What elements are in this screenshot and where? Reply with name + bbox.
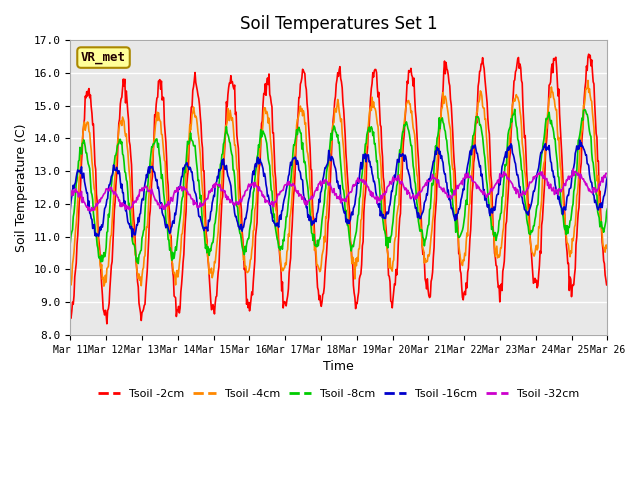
Tsoil -32cm — [405, 190, 413, 196]
Tsoil -8cm — [187, 130, 195, 136]
Tsoil -32cm — [187, 193, 195, 199]
Tsoil -4cm — [100, 283, 108, 289]
Tsoil -4cm — [76, 173, 84, 179]
Tsoil -8cm — [604, 206, 611, 212]
Tsoil -16cm — [405, 170, 413, 176]
Legend: Tsoil -2cm, Tsoil -4cm, Tsoil -8cm, Tsoil -16cm, Tsoil -32cm: Tsoil -2cm, Tsoil -4cm, Tsoil -8cm, Tsoi… — [94, 384, 584, 403]
Tsoil -8cm — [215, 184, 223, 190]
Tsoil -2cm — [187, 117, 195, 123]
Tsoil -16cm — [420, 200, 428, 206]
Line: Tsoil -4cm: Tsoil -4cm — [70, 80, 607, 286]
X-axis label: Time: Time — [323, 360, 354, 373]
Tsoil -4cm — [405, 98, 413, 104]
Tsoil -8cm — [134, 261, 142, 266]
Tsoil -2cm — [604, 282, 611, 288]
Tsoil -16cm — [129, 234, 136, 240]
Tsoil -32cm — [76, 192, 84, 198]
Tsoil -16cm — [215, 167, 223, 172]
Tsoil -32cm — [569, 166, 577, 172]
Tsoil -4cm — [584, 77, 592, 83]
Title: Soil Temperatures Set 1: Soil Temperatures Set 1 — [240, 15, 438, 33]
Tsoil -32cm — [67, 193, 74, 199]
Tsoil -32cm — [86, 208, 94, 214]
Tsoil -32cm — [215, 183, 223, 189]
Tsoil -8cm — [76, 144, 84, 150]
Tsoil -16cm — [604, 174, 611, 180]
Line: Tsoil -16cm: Tsoil -16cm — [70, 140, 607, 237]
Tsoil -16cm — [187, 166, 195, 171]
Tsoil -8cm — [511, 107, 518, 112]
Tsoil -32cm — [604, 170, 611, 176]
Tsoil -16cm — [76, 168, 84, 173]
Tsoil -2cm — [585, 51, 593, 57]
Tsoil -2cm — [132, 258, 140, 264]
Tsoil -2cm — [76, 194, 84, 200]
Tsoil -8cm — [67, 240, 74, 246]
Tsoil -16cm — [132, 227, 140, 233]
Tsoil -32cm — [132, 199, 140, 205]
Line: Tsoil -2cm: Tsoil -2cm — [70, 54, 607, 324]
Tsoil -4cm — [67, 278, 74, 284]
Tsoil -4cm — [604, 242, 611, 248]
Tsoil -2cm — [103, 321, 111, 327]
Tsoil -8cm — [131, 247, 139, 252]
Tsoil -2cm — [420, 258, 428, 264]
Line: Tsoil -32cm: Tsoil -32cm — [70, 169, 607, 211]
Tsoil -32cm — [420, 183, 428, 189]
Y-axis label: Soil Temperature (C): Soil Temperature (C) — [15, 123, 28, 252]
Line: Tsoil -8cm: Tsoil -8cm — [70, 109, 607, 264]
Text: VR_met: VR_met — [81, 51, 126, 64]
Tsoil -2cm — [215, 264, 223, 269]
Tsoil -2cm — [67, 313, 74, 319]
Tsoil -4cm — [215, 216, 223, 222]
Tsoil -4cm — [187, 127, 195, 133]
Tsoil -16cm — [576, 137, 584, 143]
Tsoil -8cm — [405, 128, 413, 133]
Tsoil -4cm — [132, 253, 140, 259]
Tsoil -8cm — [420, 243, 428, 249]
Tsoil -16cm — [67, 206, 74, 212]
Tsoil -2cm — [405, 68, 413, 73]
Tsoil -4cm — [420, 260, 428, 266]
